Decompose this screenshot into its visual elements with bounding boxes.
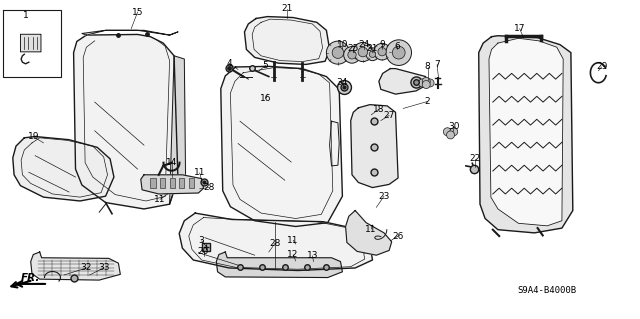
- Circle shape: [369, 51, 376, 57]
- Polygon shape: [351, 105, 398, 188]
- Text: 28: 28: [269, 239, 281, 248]
- Polygon shape: [141, 175, 204, 194]
- Polygon shape: [379, 69, 428, 94]
- Circle shape: [450, 128, 458, 136]
- Bar: [160, 178, 165, 188]
- Text: 4: 4: [227, 59, 232, 68]
- Text: 26: 26: [392, 232, 404, 241]
- Text: 32: 32: [81, 263, 92, 272]
- Text: 28: 28: [203, 183, 214, 192]
- Text: 24: 24: [358, 40, 369, 49]
- Text: 7: 7: [435, 60, 440, 69]
- Text: 20: 20: [198, 247, 209, 256]
- Text: 2: 2: [425, 97, 430, 106]
- Bar: [364, 234, 375, 253]
- Polygon shape: [346, 211, 392, 255]
- Text: 5: 5: [263, 61, 268, 70]
- Text: 9: 9: [380, 40, 385, 49]
- Polygon shape: [244, 17, 330, 64]
- Text: 19: 19: [28, 132, 39, 141]
- Circle shape: [419, 79, 426, 87]
- Text: 10: 10: [337, 40, 348, 49]
- Circle shape: [358, 47, 367, 57]
- Polygon shape: [13, 137, 114, 201]
- Text: 8: 8: [425, 63, 430, 71]
- Polygon shape: [221, 66, 342, 226]
- Text: 16: 16: [260, 94, 271, 103]
- Circle shape: [386, 40, 412, 65]
- Circle shape: [378, 48, 387, 56]
- Text: 22: 22: [469, 154, 481, 163]
- Circle shape: [447, 131, 454, 139]
- Text: 34: 34: [337, 78, 348, 87]
- Circle shape: [422, 80, 430, 89]
- Circle shape: [344, 47, 360, 63]
- Text: 21: 21: [281, 4, 292, 13]
- FancyBboxPatch shape: [20, 34, 41, 52]
- Text: 15: 15: [132, 8, 143, 17]
- Polygon shape: [170, 56, 186, 204]
- Text: 31: 31: [367, 44, 378, 53]
- Text: 25: 25: [347, 44, 358, 53]
- Bar: [170, 178, 175, 188]
- Text: 23: 23: [378, 192, 390, 201]
- Text: 11: 11: [154, 195, 166, 204]
- Text: 1: 1: [23, 11, 28, 20]
- Text: 6: 6: [394, 42, 399, 51]
- Text: 11: 11: [287, 236, 299, 245]
- Text: 13: 13: [307, 251, 318, 260]
- Text: 18: 18: [373, 105, 385, 114]
- Text: 30: 30: [449, 122, 460, 131]
- Polygon shape: [82, 30, 178, 35]
- Polygon shape: [179, 213, 372, 271]
- Circle shape: [426, 79, 434, 87]
- Text: 17: 17: [514, 24, 525, 33]
- Polygon shape: [479, 36, 573, 233]
- Circle shape: [353, 42, 372, 62]
- Circle shape: [444, 128, 451, 136]
- Polygon shape: [74, 34, 178, 209]
- Circle shape: [392, 46, 405, 59]
- Bar: [150, 178, 156, 188]
- Polygon shape: [31, 252, 120, 280]
- Circle shape: [332, 47, 344, 58]
- Text: 3: 3: [199, 236, 204, 245]
- Text: S9A4-B4000B: S9A4-B4000B: [518, 286, 577, 295]
- Polygon shape: [216, 252, 342, 278]
- Polygon shape: [489, 38, 563, 226]
- Text: 29: 29: [596, 63, 607, 71]
- Circle shape: [374, 43, 390, 60]
- Circle shape: [348, 51, 356, 59]
- Text: 14: 14: [166, 158, 177, 167]
- Bar: [179, 178, 184, 188]
- Circle shape: [326, 41, 349, 64]
- Text: FR.: FR.: [21, 273, 40, 283]
- Circle shape: [422, 77, 430, 85]
- Circle shape: [366, 48, 379, 61]
- Text: 27: 27: [383, 111, 395, 120]
- Text: 11: 11: [194, 168, 205, 177]
- Text: 33: 33: [98, 263, 109, 272]
- Bar: [189, 178, 194, 188]
- Text: 12: 12: [287, 250, 299, 259]
- Text: 11: 11: [365, 225, 377, 234]
